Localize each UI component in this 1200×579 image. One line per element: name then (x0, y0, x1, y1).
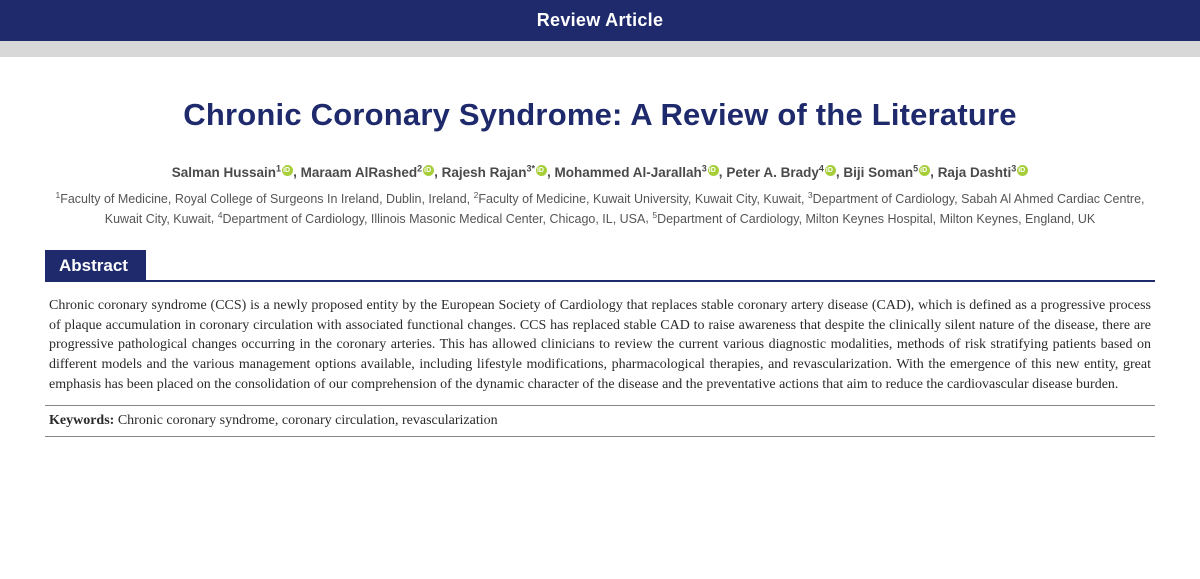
divider-bar (0, 41, 1200, 57)
abstract-rule (146, 250, 1155, 282)
article-type-text: Review Article (537, 10, 664, 30)
author-entry: Rajesh Rajan3* (442, 165, 547, 180)
abstract-section: Abstract Chronic coronary syndrome (CCS)… (0, 250, 1200, 437)
orcid-icon (1017, 165, 1028, 176)
abstract-text: Chronic coronary syndrome (CCS) is a new… (45, 282, 1155, 405)
orcid-icon (825, 165, 836, 176)
orcid-icon (423, 165, 434, 176)
article-title: Chronic Coronary Syndrome: A Review of t… (60, 97, 1140, 133)
orcid-icon (282, 165, 293, 176)
title-block: Chronic Coronary Syndrome: A Review of t… (0, 57, 1200, 139)
affiliation-entry: 5Department of Cardiology, Milton Keynes… (652, 212, 1095, 226)
keywords-label: Keywords: (49, 413, 114, 428)
affiliation-entry: 1Faculty of Medicine, Royal College of S… (55, 192, 466, 206)
affiliation-entry: 2Faculty of Medicine, Kuwait University,… (474, 192, 801, 206)
abstract-heading: Abstract (45, 250, 146, 282)
abstract-header-row: Abstract (45, 250, 1155, 282)
author-entry: Biji Soman5 (843, 165, 930, 180)
article-type-bar: Review Article (0, 0, 1200, 41)
keywords-text: Chronic coronary syndrome, coronary circ… (118, 413, 498, 428)
author-entry: Mohammed Al-Jarallah3 (554, 165, 718, 180)
orcid-icon (708, 165, 719, 176)
keywords-row: Keywords: Chronic coronary syndrome, cor… (45, 405, 1155, 437)
author-entry: Maraam AlRashed2 (301, 165, 435, 180)
article-page: Review Article Chronic Coronary Syndrome… (0, 0, 1200, 579)
affiliation-entry: 4Department of Cardiology, Illinois Maso… (218, 212, 646, 226)
affiliation-list: 1Faculty of Medicine, Royal College of S… (0, 189, 1200, 250)
author-entry: Salman Hussain1 (172, 165, 293, 180)
author-list: Salman Hussain1, Maraam AlRashed2, Rajes… (0, 139, 1200, 189)
author-entry: Raja Dashti3 (938, 165, 1029, 180)
author-entry: Peter A. Brady4 (726, 165, 836, 180)
orcid-icon (536, 165, 547, 176)
orcid-icon (919, 165, 930, 176)
